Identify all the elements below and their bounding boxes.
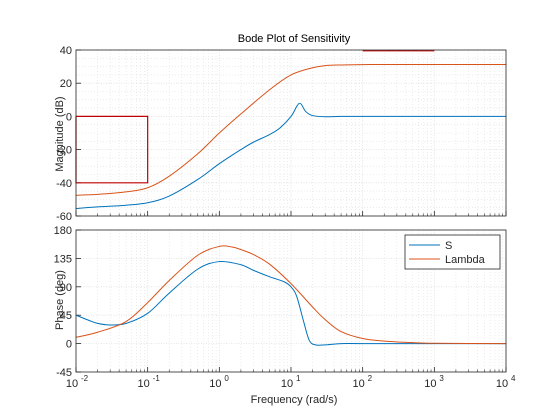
legend-label-lambda: Lambda [445,254,486,266]
y-tick-label: 40 [60,45,72,57]
series-line-s [75,102,506,210]
x-tick-label: 10 [281,378,293,390]
y-tick-label: -45 [56,367,72,379]
y-tick-label: -40 [56,178,72,190]
frequency-xlabel: Frequency (rad/s) [251,394,338,406]
phase-ylabel: Phase (deg) [54,270,66,330]
y-tick-label: 135 [54,253,72,265]
x-tick-label: 10 [66,378,78,390]
legend-box [404,234,501,270]
x-tick-label: 10 [353,378,365,390]
y-tick-label: -20 [56,145,72,157]
y-tick-label: 45 [60,310,72,322]
chart-title: Bode Plot of Sensitivity [238,33,351,45]
y-tick-label: 0 [66,111,72,123]
legend-label-s: S [445,240,452,252]
axes-box [75,229,507,373]
x-tick-exponent: -2 [81,374,89,383]
x-tick-exponent: 3 [439,374,444,383]
x-tick-exponent: 1 [296,374,301,383]
y-tick-label: 20 [60,78,72,90]
magnitude-ylabel: Magnitude (dB) [54,96,66,171]
x-tick-exponent: -1 [153,374,161,383]
axes-box [75,49,507,217]
x-tick-exponent: 2 [368,374,373,383]
y-tick-label: 180 [54,225,72,237]
magnitude-axes: -60 -40 -20 0 20 40 [56,45,507,223]
x-tick-exponent: 0 [224,374,229,383]
y-tick-label: -60 [56,211,72,223]
series-line-s [75,260,506,346]
legend: S Lambda [404,234,501,270]
x-tick-exponent: 4 [511,374,516,383]
series-line-lambda [75,63,506,196]
x-tick-label: 10 [424,378,436,390]
x-tick-label: 10 [496,378,508,390]
x-tick-label: 10 [209,378,221,390]
y-tick-label: 0 [66,339,72,351]
x-tick-label: 10 [138,378,150,390]
series-line-lambda [75,245,507,345]
y-tick-label: 90 [60,282,72,294]
